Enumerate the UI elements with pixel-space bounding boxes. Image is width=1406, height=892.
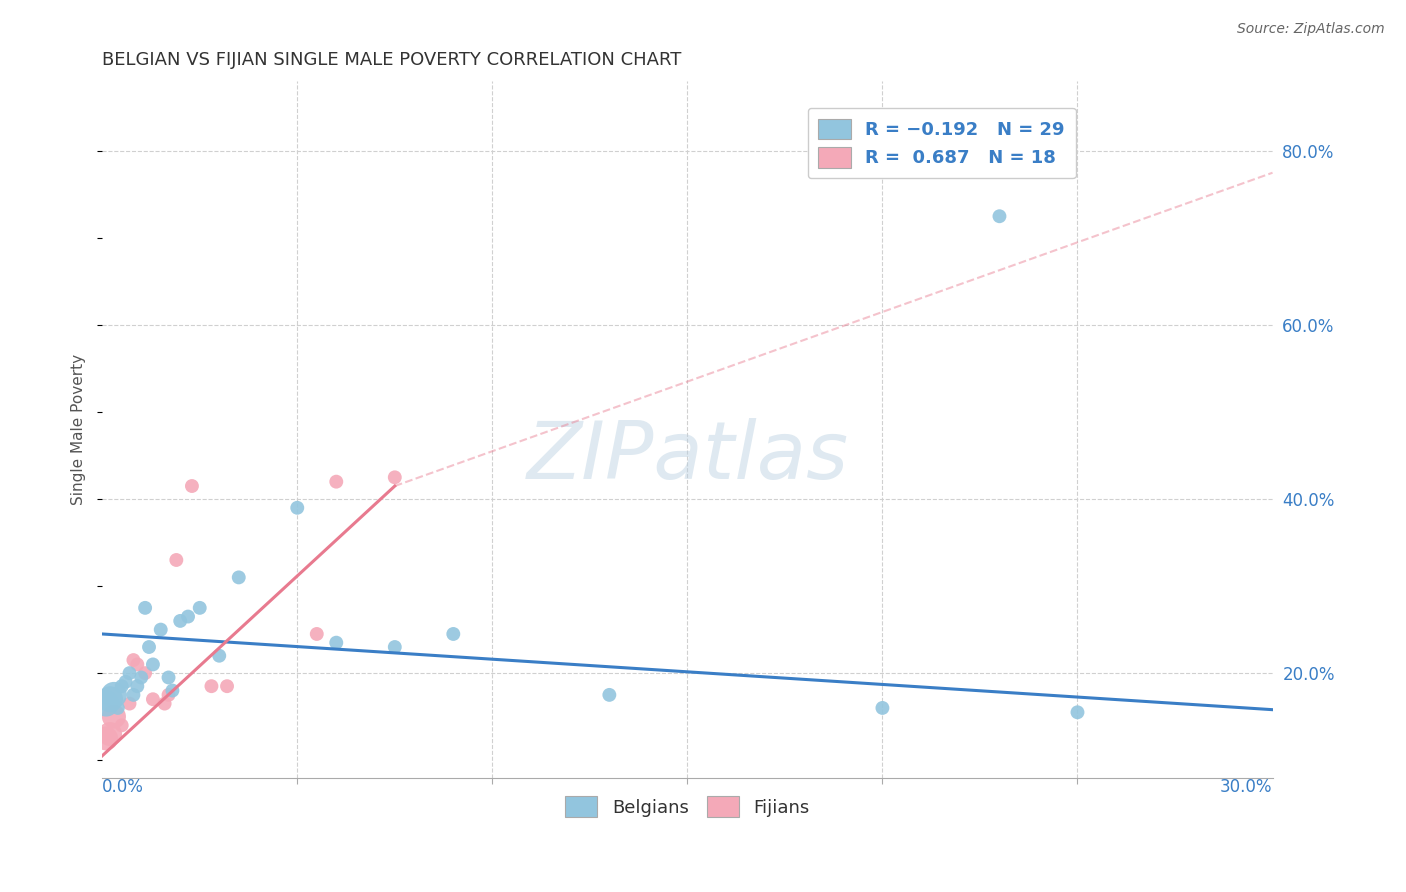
Point: [872, 701, 894, 715]
Point: [138, 640, 160, 654]
Text: 0.0%: 0.0%: [103, 778, 143, 796]
Point: [103, 709, 125, 723]
Point: [107, 701, 129, 715]
Point: [169, 614, 191, 628]
Point: [118, 666, 141, 681]
Point: [384, 470, 406, 484]
Point: [153, 697, 176, 711]
Point: [988, 209, 1011, 223]
Point: [325, 635, 347, 649]
Point: [157, 688, 180, 702]
Point: [228, 570, 250, 584]
Point: [285, 500, 308, 515]
Legend: Belgians, Fijians: Belgians, Fijians: [558, 789, 817, 824]
Point: [162, 683, 184, 698]
Point: [98, 727, 121, 741]
Point: [441, 627, 464, 641]
Point: [305, 627, 328, 641]
Text: Source: ZipAtlas.com: Source: ZipAtlas.com: [1237, 22, 1385, 37]
Point: [111, 679, 134, 693]
Point: [157, 671, 180, 685]
Point: [200, 679, 222, 693]
Point: [208, 648, 231, 663]
Text: ZIPatlas: ZIPatlas: [526, 418, 848, 496]
Point: [598, 688, 620, 702]
Point: [129, 671, 152, 685]
Point: [127, 679, 149, 693]
Point: [122, 653, 145, 667]
Y-axis label: Single Male Poverty: Single Male Poverty: [72, 354, 86, 505]
Point: [1066, 706, 1088, 720]
Text: BELGIAN VS FIJIAN SINGLE MALE POVERTY CORRELATION CHART: BELGIAN VS FIJIAN SINGLE MALE POVERTY CO…: [103, 51, 682, 69]
Point: [165, 553, 187, 567]
Point: [114, 674, 136, 689]
Point: [122, 688, 145, 702]
Point: [98, 692, 121, 706]
Point: [127, 657, 149, 672]
Point: [134, 600, 156, 615]
Point: [142, 657, 165, 672]
Point: [103, 688, 125, 702]
Point: [181, 479, 204, 493]
Point: [188, 600, 211, 615]
Text: 30.0%: 30.0%: [1220, 778, 1272, 796]
Point: [215, 679, 238, 693]
Point: [149, 623, 172, 637]
Point: [94, 731, 117, 746]
Point: [142, 692, 165, 706]
Point: [94, 697, 117, 711]
Point: [134, 666, 156, 681]
Point: [111, 718, 134, 732]
Point: [177, 609, 200, 624]
Point: [118, 697, 141, 711]
Point: [384, 640, 406, 654]
Point: [325, 475, 347, 489]
